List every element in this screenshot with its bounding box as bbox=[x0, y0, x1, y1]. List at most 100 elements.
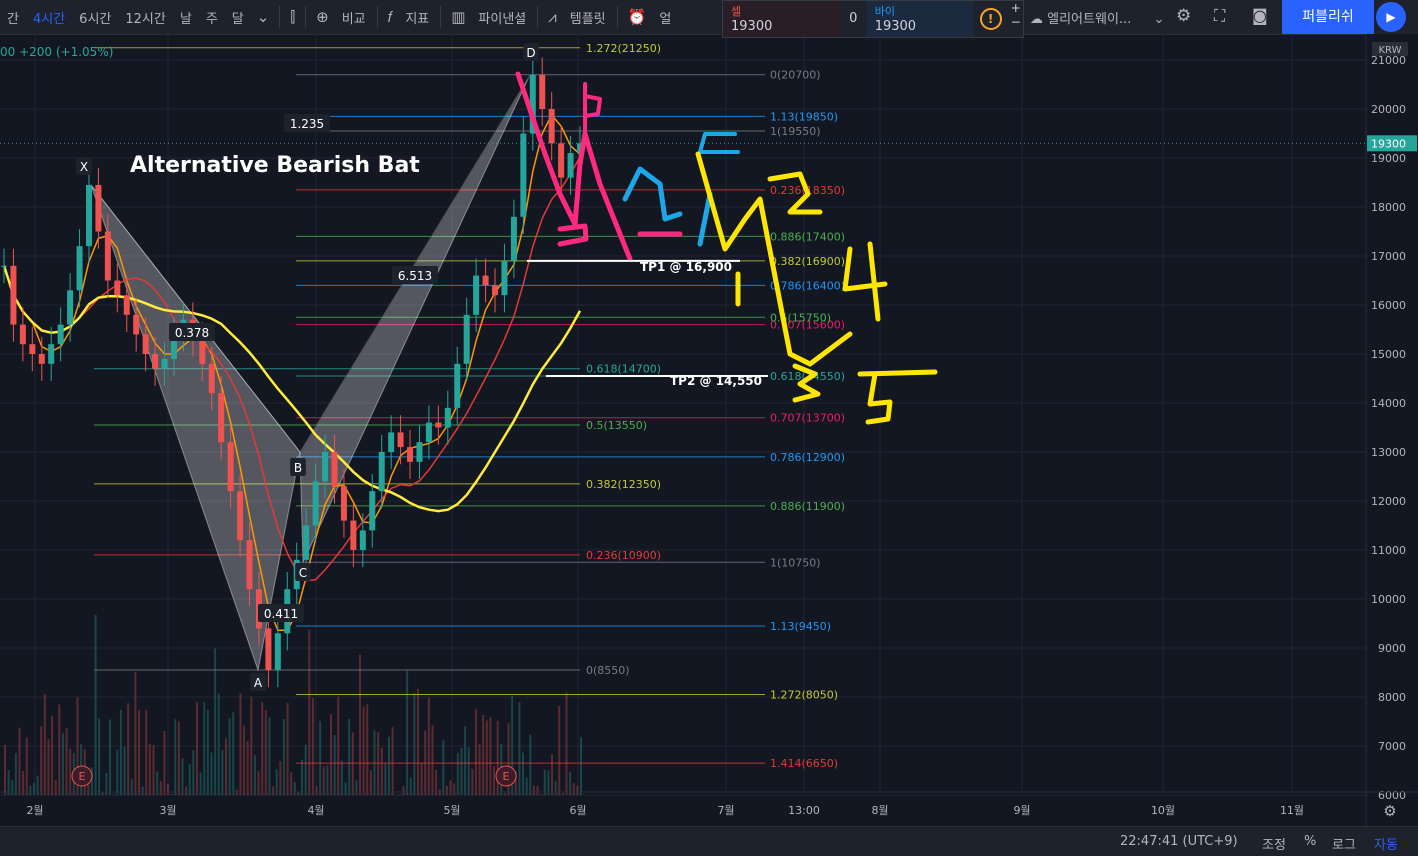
sell-button[interactable]: 셀 19300 bbox=[723, 1, 840, 37]
buy-label: 바이 bbox=[875, 3, 965, 19]
candle-body bbox=[86, 185, 92, 246]
interval-month[interactable]: 달 bbox=[225, 8, 251, 27]
interval-day[interactable]: 날 bbox=[173, 8, 199, 27]
volume-bar bbox=[185, 787, 187, 795]
point-label: D bbox=[526, 46, 535, 60]
interval-12h[interactable]: 12시간 bbox=[118, 8, 172, 27]
volume-bar bbox=[44, 694, 46, 795]
price-chart[interactable]: 1.272(21250)0.618(14700)0.5(13550)0.382(… bbox=[0, 34, 1418, 826]
minus-icon[interactable]: − bbox=[1009, 15, 1023, 29]
volume-bar bbox=[156, 771, 158, 795]
quantity-value[interactable]: 0 bbox=[840, 1, 867, 37]
volume-bar bbox=[268, 717, 270, 795]
volume-bar bbox=[562, 793, 564, 795]
volume-bar bbox=[547, 770, 549, 795]
camera-icon[interactable]: ◙ bbox=[1252, 6, 1268, 25]
candle-body bbox=[539, 75, 545, 109]
price-tick: 12000 bbox=[1371, 495, 1406, 508]
volume-bar bbox=[428, 698, 430, 795]
percent-toggle[interactable]: % bbox=[1304, 834, 1316, 849]
volume-bar bbox=[345, 782, 347, 795]
fullscreen-icon[interactable]: ⛶ bbox=[1214, 6, 1225, 26]
time-tick: 6월 bbox=[569, 804, 586, 817]
volume-bar bbox=[58, 704, 60, 795]
volume-bar bbox=[381, 748, 383, 795]
volume-bar bbox=[323, 767, 325, 795]
interval-4h[interactable]: 4시간 bbox=[26, 8, 72, 27]
templates-button[interactable]: 템플릿 bbox=[563, 8, 613, 27]
candles-icon[interactable]: ⫿ bbox=[284, 8, 301, 26]
volume-bar bbox=[225, 738, 227, 795]
volume-bar bbox=[486, 720, 488, 795]
log-toggle[interactable]: 로그 bbox=[1332, 834, 1356, 853]
volume-bar bbox=[124, 747, 126, 795]
time-tick: 10월 bbox=[1151, 804, 1175, 817]
candle-body bbox=[464, 315, 470, 364]
target-label: TP1 @ 16,900 bbox=[640, 260, 732, 274]
chevron-down-icon[interactable]: ⌄ bbox=[251, 8, 276, 26]
publish-button[interactable]: 퍼블리쉬 bbox=[1282, 0, 1374, 34]
candle-body bbox=[58, 325, 64, 345]
quantity-stepper[interactable]: + − bbox=[1009, 1, 1023, 37]
volume-bar bbox=[475, 709, 477, 795]
candle-body bbox=[95, 185, 101, 232]
volume-bar bbox=[142, 787, 144, 795]
alert-button[interactable]: 얼 bbox=[652, 8, 678, 27]
volume-bar bbox=[330, 714, 332, 795]
volume-bar bbox=[482, 715, 484, 795]
fx-icon[interactable]: 𝑓 bbox=[382, 8, 399, 26]
volume-bar bbox=[442, 740, 444, 795]
play-icon[interactable]: ▶ bbox=[1376, 2, 1406, 32]
alarm-icon[interactable]: ⏰ bbox=[622, 8, 653, 26]
order-panel: 셀 19300 0 바이 19300 ! + − bbox=[722, 0, 1024, 38]
candle-body bbox=[426, 423, 432, 443]
volume-bar bbox=[4, 745, 6, 795]
volume-bar bbox=[8, 770, 10, 795]
candle-body bbox=[407, 447, 413, 462]
gear-icon[interactable]: ⚙ bbox=[1176, 6, 1191, 26]
handwritten-stroke bbox=[860, 372, 935, 422]
volume-bar bbox=[421, 763, 423, 795]
volume-bar bbox=[113, 794, 115, 795]
candle-body bbox=[67, 290, 73, 324]
interval-week[interactable]: 주 bbox=[199, 8, 225, 27]
volume-bar bbox=[232, 712, 234, 795]
plus-circle-icon[interactable]: ⊕ bbox=[310, 8, 335, 26]
volume-bar bbox=[341, 761, 343, 795]
volume-bar bbox=[254, 755, 256, 795]
bar-chart-icon[interactable]: ▥ bbox=[445, 8, 471, 26]
warning-icon[interactable]: ! bbox=[973, 1, 1009, 37]
volume-bar bbox=[431, 725, 433, 795]
volume-bar bbox=[287, 703, 289, 795]
pine-button[interactable]: 파이낸셜 bbox=[471, 8, 533, 27]
fib-label: 0.382(16900) bbox=[770, 255, 845, 268]
compare-button[interactable]: 비교 bbox=[335, 8, 373, 27]
indicators-button[interactable]: 지표 bbox=[398, 8, 436, 27]
adjust-toggle[interactable]: 조정 bbox=[1262, 834, 1286, 853]
divider bbox=[305, 6, 306, 28]
volume-bar bbox=[388, 737, 390, 795]
template-icon[interactable]: ⩘ bbox=[542, 8, 562, 26]
volume-bar bbox=[576, 786, 578, 795]
auto-toggle[interactable]: 자동 bbox=[1374, 834, 1398, 853]
candle-body bbox=[133, 315, 139, 335]
price-tick: 8000 bbox=[1378, 691, 1406, 704]
volume-bar bbox=[359, 655, 361, 795]
time-tick: 9월 bbox=[1013, 804, 1030, 817]
time-tick: 7월 bbox=[717, 804, 734, 817]
chart-title: Alternative Bearish Bat bbox=[130, 153, 420, 178]
symbol-search[interactable]: ☁ 엘리어트웨이... ⌄ bbox=[1030, 8, 1164, 27]
interval-partial[interactable]: 간 bbox=[0, 8, 26, 27]
plus-icon[interactable]: + bbox=[1009, 1, 1023, 15]
interval-6h[interactable]: 6시간 bbox=[72, 8, 118, 27]
volume-bar bbox=[413, 693, 415, 795]
fib-label: 0(8550) bbox=[586, 664, 630, 677]
volume-bar bbox=[272, 786, 274, 795]
volume-bar bbox=[55, 780, 57, 795]
currency-label: KRW bbox=[1379, 45, 1402, 56]
candle-body bbox=[520, 134, 526, 217]
buy-button[interactable]: 바이 19300 bbox=[867, 1, 973, 37]
volume-bar bbox=[33, 783, 35, 795]
volume-bar bbox=[446, 786, 448, 795]
candle-body bbox=[501, 261, 507, 295]
